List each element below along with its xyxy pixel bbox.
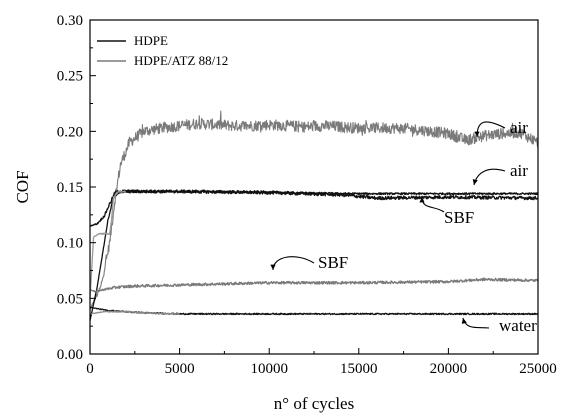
series-hdpe-atz-88-12-air-line <box>90 191 126 299</box>
annotation-label-air: air <box>510 161 528 180</box>
x-axis-title: n° of cycles <box>274 394 354 413</box>
y-tick-label: 0.05 <box>57 291 83 307</box>
series-hdpe-atz-88-12-sbf-line <box>90 278 538 292</box>
legend-label-hdpe: HDPE <box>134 33 168 48</box>
x-tick-label: 20000 <box>430 361 468 377</box>
annotation-layer: air air SBF SBF water <box>270 118 537 335</box>
x-tick-label: 25000 <box>519 361 557 377</box>
annotation-arrowhead <box>473 179 478 185</box>
legend: HDPE HDPE/ATZ 88/12 <box>97 33 228 68</box>
annotation-label-sbf: SBF <box>444 208 474 227</box>
annotation-arrow <box>463 318 489 328</box>
y-tick-label: 0.25 <box>57 69 83 85</box>
annotation-arrowhead <box>270 265 275 270</box>
y-tick-label: 0.00 <box>57 347 83 363</box>
y-tick-label: 0.30 <box>57 13 83 29</box>
annotation-label-air: air <box>510 118 528 137</box>
x-tick-label: 10000 <box>250 361 288 377</box>
annotation-arrowhead <box>462 318 467 324</box>
y-tick-label: 0.10 <box>57 236 83 252</box>
annotation-label-water: water <box>499 316 537 335</box>
y-tick-label: 0.15 <box>57 180 83 196</box>
x-tick-label: 5000 <box>165 361 195 377</box>
y-axis-title: COF <box>13 170 32 203</box>
x-tick-label: 15000 <box>340 361 378 377</box>
annotation-arrow <box>474 169 505 185</box>
y-tick-label: 0.20 <box>57 124 83 140</box>
x-tick-label: 0 <box>86 361 94 377</box>
annotation-label-sbf: SBF <box>318 253 348 272</box>
annotation-arrow <box>273 257 314 270</box>
legend-label-hdpe-atz: HDPE/ATZ 88/12 <box>134 53 228 68</box>
axes-layer <box>90 20 538 354</box>
plot-frame <box>90 20 538 354</box>
